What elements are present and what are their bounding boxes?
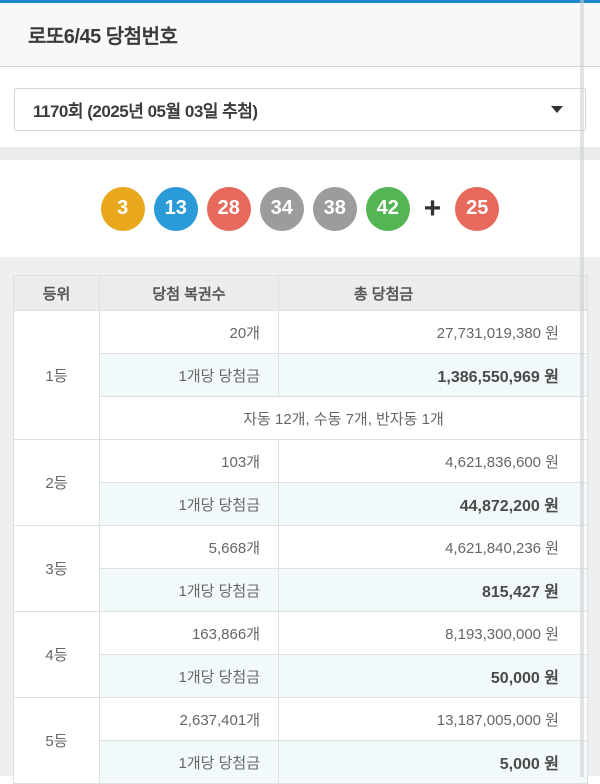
col-header-count: 당첨 복권수 <box>99 275 279 311</box>
rank3-total: 4,621,840,236 원 <box>278 525 588 569</box>
rank1-per-ticket-label: 1개당 당첨금 <box>99 353 279 397</box>
col-header-rank: 등위 <box>13 275 100 311</box>
rank3-count: 5,668개 <box>99 525 279 569</box>
rank4-total: 8,193,300,000 원 <box>278 611 588 655</box>
rank-label-2: 2등 <box>13 439 100 526</box>
rank3-per-ticket-label: 1개당 당첨금 <box>99 568 279 612</box>
plus-icon: + <box>423 191 442 225</box>
ball-6: 42 <box>365 186 410 231</box>
rank1-per-ticket-amount: 1,386,550,969 원 <box>278 353 588 397</box>
section-divider <box>0 147 600 160</box>
col-header-total: 총 당첨금 <box>278 275 588 311</box>
ball-1: 3 <box>100 186 145 231</box>
rank4-per-ticket-amount: 50,000 원 <box>278 654 588 698</box>
rank2-per-ticket-label: 1개당 당첨금 <box>99 482 279 526</box>
rank5-per-ticket-label: 1개당 당첨금 <box>99 740 279 784</box>
rank2-count: 103개 <box>99 439 279 483</box>
table-row: 1개당 당첨금 5,000 원 <box>14 740 588 784</box>
ball-4: 34 <box>259 186 304 231</box>
rank-label-4: 4등 <box>13 611 100 698</box>
rank4-per-ticket-label: 1개당 당첨금 <box>99 654 279 698</box>
rank-label-3: 3등 <box>13 525 100 612</box>
prize-table-section: 등위 당첨 복권수 총 당첨금 1등 20개 27,731,019,380 원 … <box>0 257 600 784</box>
rank-label-1: 1등 <box>13 310 100 440</box>
page-title: 로또6/45 당첨번호 <box>28 26 178 48</box>
prize-table: 등위 당첨 복권수 총 당첨금 1등 20개 27,731,019,380 원 … <box>13 275 588 784</box>
draw-select[interactable]: 1170회 (2025년 05월 03일 추첨) <box>14 88 586 131</box>
rank1-total: 27,731,019,380 원 <box>278 310 588 354</box>
rank1-note: 자동 12개, 수동 7개, 반자동 1개 <box>99 396 588 440</box>
rank4-count: 163,866개 <box>99 611 279 655</box>
table-row: 3등 5,668개 4,621,840,236 원 <box>13 525 588 612</box>
draw-select-value: 1170회 (2025년 05월 03일 추첨) <box>33 102 258 121</box>
table-row: 1등 20개 27,731,019,380 원 <box>13 310 588 440</box>
winning-numbers-section: 3 13 28 34 38 42 + 25 <box>0 160 600 257</box>
table-row: 자동 12개, 수동 7개, 반자동 1개 <box>14 396 588 440</box>
draw-select-section: 1170회 (2025년 05월 03일 추첨) <box>0 67 600 147</box>
rank5-total: 13,187,005,000 원 <box>278 697 588 741</box>
rank2-total: 4,621,836,600 원 <box>278 439 588 483</box>
rank5-per-ticket-amount: 5,000 원 <box>278 740 588 784</box>
rank5-count: 2,637,401개 <box>99 697 279 741</box>
rank1-count: 20개 <box>99 310 279 354</box>
chevron-down-icon <box>551 106 563 113</box>
scrollbar[interactable] <box>580 0 584 777</box>
top-accent-bar <box>0 0 600 3</box>
ball-2: 13 <box>153 186 198 231</box>
table-row: 1개당 당첨금 50,000 원 <box>14 654 588 698</box>
winning-numbers-row: 3 13 28 34 38 42 + 25 <box>100 186 500 231</box>
table-row: 1개당 당첨금 1,386,550,969 원 <box>14 353 588 397</box>
bonus-ball: 25 <box>455 186 500 231</box>
table-row: 4등 163,866개 8,193,300,000 원 <box>13 611 588 698</box>
rank3-per-ticket-amount: 815,427 원 <box>278 568 588 612</box>
ball-5: 38 <box>312 186 357 231</box>
table-row: 5등 2,637,401개 13,187,005,000 원 <box>13 697 588 784</box>
table-row: 1개당 당첨금 815,427 원 <box>14 568 588 612</box>
table-row: 2등 103개 4,621,836,600 원 <box>13 439 588 526</box>
ball-3: 28 <box>206 186 251 231</box>
rank-label-5: 5등 <box>13 697 100 784</box>
table-row: 1개당 당첨금 44,872,200 원 <box>14 482 588 526</box>
prize-table-header-row: 등위 당첨 복권수 총 당첨금 <box>13 275 588 311</box>
rank2-per-ticket-amount: 44,872,200 원 <box>278 482 588 526</box>
page-header: 로또6/45 당첨번호 <box>0 3 600 67</box>
